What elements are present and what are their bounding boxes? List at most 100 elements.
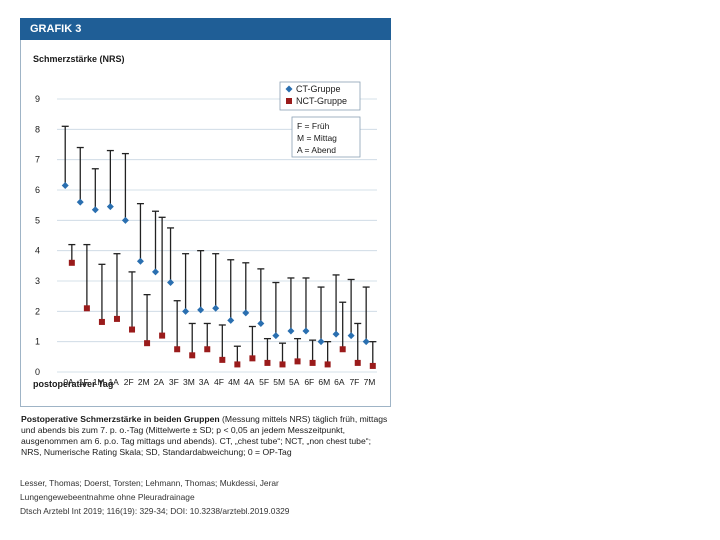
x-tick-4A: 4A (244, 377, 255, 387)
ct-point-6A (332, 330, 340, 338)
nct-point-4M (234, 361, 241, 368)
chart-panel: Schmerzstärke (NRS) postoperativer Tag 0… (20, 40, 391, 407)
ct-point-1A (106, 203, 114, 211)
legend-abbrev-f: F = Früh (297, 121, 330, 131)
ct-point-5M (272, 332, 280, 340)
x-tick-2F: 2F (124, 377, 134, 387)
y-tick-0: 0 (35, 367, 40, 377)
x-tick-1F: 1F (79, 377, 89, 387)
x-tick-5F: 5F (259, 377, 269, 387)
x-tick-7M: 7M (364, 377, 376, 387)
x-tick-2A: 2A (154, 377, 165, 387)
y-tick-4: 4 (35, 246, 40, 256)
nct-point-6A (339, 346, 346, 353)
y-tick-8: 8 (35, 124, 40, 134)
x-tick-6F: 6F (304, 377, 314, 387)
x-tick-1A: 1A (108, 377, 119, 387)
chart-svg: Schmerzstärke (NRS) postoperativer Tag 0… (33, 54, 377, 389)
y-axis-label: Schmerzstärke (NRS) (33, 54, 125, 64)
error-bars (61, 125, 377, 366)
nct-point-3M (189, 352, 196, 359)
x-tick-6M: 6M (318, 377, 330, 387)
nct-point-6F (309, 359, 316, 366)
legend-ct-marker (285, 85, 293, 93)
data-markers (61, 181, 376, 369)
ct-point-7M (362, 338, 370, 346)
citation-title: Lungengewebeentnahme ohne Pleuradrainage (20, 492, 195, 502)
x-tick-3F: 3F (169, 377, 179, 387)
nct-point-2F (129, 326, 136, 333)
x-tick-3M: 3M (183, 377, 195, 387)
ct-point-7F (347, 332, 355, 340)
nct-point-7M (369, 362, 376, 369)
nct-point-0A (68, 259, 75, 266)
ct-point-6F (302, 327, 310, 335)
legend-abbrev-a: A = Abend (297, 145, 336, 155)
x-tick-6A: 6A (334, 377, 345, 387)
citation: Lesser, Thomas; Doerst, Torsten; Lehmann… (20, 476, 289, 518)
ct-point-0A (61, 181, 69, 189)
ct-point-3F (167, 279, 175, 287)
legend-abbrev-box (291, 116, 361, 158)
nct-point-1A (113, 315, 120, 322)
y-tick-1: 1 (35, 337, 40, 347)
legend-ct-label: CT-Gruppe (296, 84, 341, 94)
figure: GRAFIK 3 Schmerzstärke (NRS) postoperati… (20, 18, 391, 468)
x-tick-0A: 0A (63, 377, 74, 387)
nct-point-1M (98, 318, 105, 325)
legend-abbrev-m: M = Mittag (297, 133, 337, 143)
ct-point-2M (136, 257, 144, 265)
y-tick-3: 3 (35, 276, 40, 286)
ct-point-1F (76, 198, 84, 206)
ct-point-1M (91, 206, 99, 214)
nct-point-5F (264, 359, 271, 366)
figure-caption: Postoperative Schmerzstärke in beiden Gr… (21, 414, 391, 458)
y-tick-7: 7 (35, 155, 40, 165)
ct-point-4F (212, 304, 220, 312)
legend-box (279, 81, 361, 111)
x-axis-label: postoperativer Tag (33, 379, 113, 389)
nct-point-5M (279, 361, 286, 368)
nct-point-7F (354, 359, 361, 366)
legend: CT-Gruppe NCT-Gruppe F = Früh M = Mittag… (279, 81, 361, 158)
x-tick-1M: 1M (93, 377, 105, 387)
nct-point-1F (83, 305, 90, 312)
ct-point-5A (287, 327, 295, 335)
x-tick-4M: 4M (228, 377, 240, 387)
legend-nct-marker (286, 98, 292, 104)
ct-point-2F (121, 216, 129, 224)
figure-title: GRAFIK 3 (30, 23, 82, 35)
y-tick-labels: 0 1 2 3 4 5 6 7 8 9 (35, 94, 40, 377)
legend-nct-label: NCT-Gruppe (296, 96, 347, 106)
caption-text: (Messung mittels NRS) täglich früh, mitt… (21, 414, 388, 457)
nct-point-2M (144, 340, 151, 347)
caption-title: Postoperative Schmerzstärke in beiden Gr… (21, 414, 220, 424)
x-tick-4F: 4F (214, 377, 224, 387)
nct-point-4F (219, 356, 226, 363)
ct-point-4A (242, 309, 250, 317)
nct-point-3A (204, 346, 211, 353)
nct-point-4A (249, 355, 256, 362)
ct-point-4M (227, 316, 235, 324)
ct-point-5F (257, 319, 265, 327)
nct-point-6M (324, 361, 331, 368)
x-tick-5A: 5A (289, 377, 300, 387)
citation-source: Dtsch Arztebl Int 2019; 116(19): 329-34;… (20, 506, 290, 516)
citation-authors: Lesser, Thomas; Doerst, Torsten; Lehmann… (20, 478, 279, 488)
nct-point-2A (159, 332, 166, 339)
y-tick-6: 6 (35, 185, 40, 195)
x-tick-3A: 3A (199, 377, 210, 387)
x-tick-5M: 5M (273, 377, 285, 387)
ct-point-2A (151, 268, 159, 276)
ct-point-3M (182, 307, 190, 315)
ct-point-3A (197, 306, 205, 314)
nct-point-3F (174, 346, 181, 353)
x-tick-labels: 0A 1F 1M 1A 2F 2M 2A 3F 3M 3A 4F 4M 4A 5F 5M 5A 6F 6M 6A 7F… (63, 377, 375, 387)
figure-header: GRAFIK 3 (20, 18, 391, 40)
x-tick-7F: 7F (349, 377, 359, 387)
y-tick-2: 2 (35, 306, 40, 316)
y-tick-9: 9 (35, 94, 40, 104)
y-tick-5: 5 (35, 215, 40, 225)
ct-point-6M (317, 338, 325, 346)
nct-point-5A (294, 358, 301, 365)
